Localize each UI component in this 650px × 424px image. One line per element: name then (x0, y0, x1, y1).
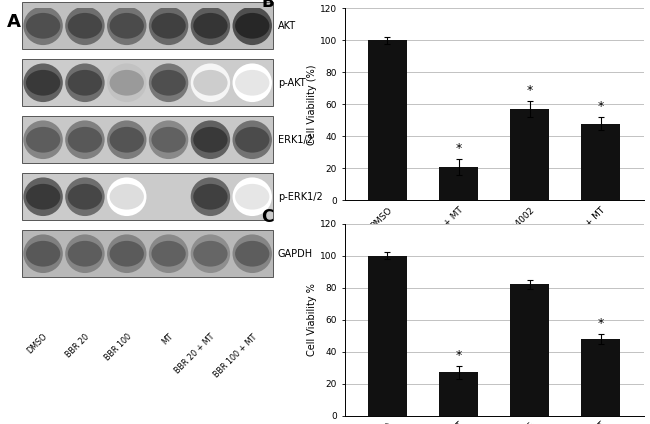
Ellipse shape (23, 177, 63, 216)
Ellipse shape (68, 241, 102, 267)
Text: BBR 100 + MT: BBR 100 + MT (212, 332, 259, 379)
Ellipse shape (233, 177, 272, 216)
Ellipse shape (190, 64, 230, 102)
Ellipse shape (190, 177, 230, 216)
Ellipse shape (65, 120, 105, 159)
Text: *: * (456, 349, 462, 362)
Text: BBR 100: BBR 100 (103, 332, 133, 363)
Ellipse shape (235, 184, 269, 209)
Ellipse shape (23, 64, 63, 102)
Text: p-ERK1/2: p-ERK1/2 (278, 192, 322, 202)
Ellipse shape (68, 127, 102, 153)
Bar (581, 124, 620, 201)
Ellipse shape (190, 6, 230, 45)
Ellipse shape (193, 241, 227, 267)
Text: GAPDH: GAPDH (278, 249, 313, 259)
Text: *: * (526, 84, 533, 97)
Ellipse shape (68, 184, 102, 209)
Ellipse shape (193, 127, 227, 153)
Ellipse shape (110, 184, 144, 209)
Ellipse shape (151, 13, 186, 39)
Ellipse shape (110, 13, 144, 39)
Ellipse shape (26, 127, 60, 153)
Ellipse shape (23, 120, 63, 159)
Text: ERK1/2: ERK1/2 (278, 135, 313, 145)
Ellipse shape (107, 120, 146, 159)
Ellipse shape (235, 127, 269, 153)
Text: B: B (261, 0, 274, 11)
Ellipse shape (23, 234, 63, 273)
FancyBboxPatch shape (22, 3, 273, 49)
Ellipse shape (110, 241, 144, 267)
Text: *: * (598, 100, 604, 113)
Ellipse shape (193, 70, 227, 96)
Bar (581, 339, 620, 416)
Ellipse shape (151, 70, 186, 96)
Ellipse shape (68, 13, 102, 39)
Ellipse shape (233, 64, 272, 102)
Bar (439, 372, 478, 416)
Ellipse shape (110, 127, 144, 153)
Text: BBR 20: BBR 20 (64, 332, 91, 359)
Text: *: * (598, 317, 604, 330)
Bar (510, 285, 549, 416)
FancyBboxPatch shape (22, 230, 273, 277)
Ellipse shape (233, 234, 272, 273)
FancyBboxPatch shape (22, 173, 273, 220)
Ellipse shape (235, 70, 269, 96)
Ellipse shape (190, 234, 230, 273)
Text: C: C (261, 208, 273, 226)
Ellipse shape (233, 120, 272, 159)
Ellipse shape (107, 64, 146, 102)
Ellipse shape (193, 13, 227, 39)
Text: DMSO: DMSO (26, 332, 49, 356)
Ellipse shape (110, 70, 144, 96)
Ellipse shape (149, 234, 188, 273)
FancyBboxPatch shape (22, 59, 273, 106)
Text: p-AKT: p-AKT (278, 78, 306, 88)
Ellipse shape (65, 177, 105, 216)
Ellipse shape (107, 234, 146, 273)
Ellipse shape (190, 120, 230, 159)
Ellipse shape (26, 70, 60, 96)
Ellipse shape (193, 184, 227, 209)
Bar (368, 40, 407, 201)
Ellipse shape (233, 6, 272, 45)
Ellipse shape (235, 13, 269, 39)
FancyBboxPatch shape (22, 116, 273, 163)
Ellipse shape (26, 241, 60, 267)
Text: MT: MT (161, 332, 175, 347)
Ellipse shape (65, 234, 105, 273)
Ellipse shape (26, 184, 60, 209)
Ellipse shape (151, 127, 186, 153)
Text: A: A (6, 13, 20, 31)
Ellipse shape (107, 6, 146, 45)
Ellipse shape (65, 6, 105, 45)
Ellipse shape (149, 6, 188, 45)
Ellipse shape (107, 177, 146, 216)
Bar (510, 109, 549, 201)
Ellipse shape (65, 64, 105, 102)
Bar (439, 167, 478, 201)
Text: BBR 20 + MT: BBR 20 + MT (174, 332, 217, 376)
Ellipse shape (68, 70, 102, 96)
Y-axis label: Cell Viability (%): Cell Viability (%) (307, 64, 317, 145)
Ellipse shape (23, 6, 63, 45)
Y-axis label: Cell Viability %: Cell Viability % (307, 283, 317, 356)
Ellipse shape (26, 13, 60, 39)
Ellipse shape (149, 120, 188, 159)
Text: *: * (456, 142, 462, 155)
Text: AKT: AKT (278, 21, 296, 31)
Ellipse shape (235, 241, 269, 267)
Bar (368, 256, 407, 416)
Ellipse shape (149, 64, 188, 102)
Ellipse shape (151, 241, 186, 267)
